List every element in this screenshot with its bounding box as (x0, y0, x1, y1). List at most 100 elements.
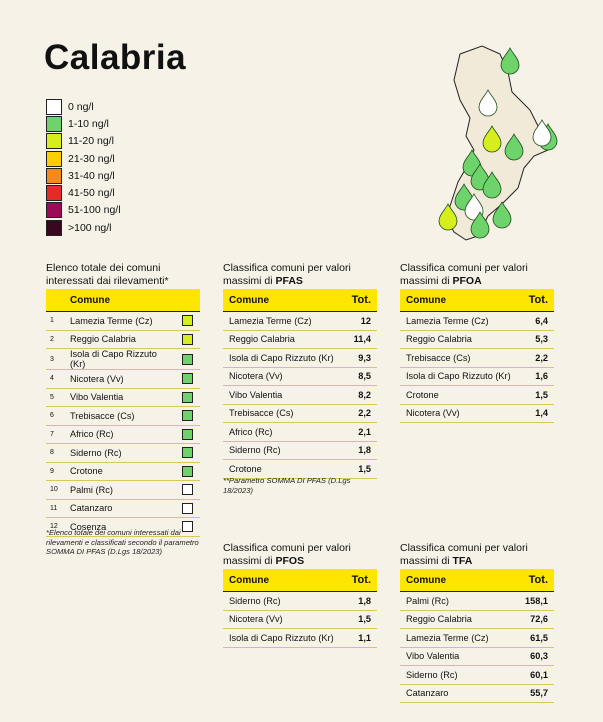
table-row: Reggio Calabria 5,3 (400, 330, 554, 349)
municipality-name: Isola di Capo Rizzuto (Kr) (223, 628, 345, 648)
municipality-name: Palmi (Rc) (400, 591, 513, 611)
table-row: Trebisacce (Cs) 2,2 (223, 404, 377, 423)
legend-label: 0 ng/l (68, 100, 94, 113)
level-swatch (182, 484, 193, 496)
table-row: Siderno (Rc) 1,8 (223, 591, 377, 611)
row-index: 8 (46, 443, 64, 463)
table-row: 2 Reggio Calabria (46, 330, 200, 349)
municipality-name: Africo (Rc) (64, 425, 178, 444)
level-swatch (182, 353, 193, 365)
total-value: 60,3 (512, 647, 554, 666)
column-header: Tot. (521, 289, 554, 312)
level-swatch (182, 333, 193, 345)
municipality-name: Catanzaro (64, 499, 178, 518)
row-index: 12 (46, 517, 64, 537)
legend-swatch (46, 219, 62, 236)
municipality-name: Isola di Capo Rizzuto (Kr) (400, 367, 522, 386)
municipality-name: Trebisacce (Cs) (400, 348, 522, 368)
total-value: 60,1 (512, 665, 554, 685)
table-row: 10 Palmi (Rc) (46, 480, 200, 500)
table-row: Isola di Capo Rizzuto (Kr) 9,3 (223, 348, 377, 368)
total-value: 12 (344, 311, 377, 331)
table-row: Crotone 1,5 (400, 385, 554, 405)
level-swatch (182, 428, 193, 440)
table-row: 9 Crotone (46, 462, 200, 481)
legend-item: 31-40 ng/l (46, 167, 121, 184)
municipality-name: Lamezia Terme (Cz) (64, 311, 178, 331)
municipality-name: Catanzaro (400, 684, 513, 703)
total-value: 2,1 (344, 422, 377, 442)
total-value: 9,3 (344, 348, 377, 368)
total-value: 8,5 (344, 367, 377, 386)
legend-item: >100 ng/l (46, 219, 121, 236)
table-row: Catanzaro 55,7 (400, 684, 554, 703)
legend-label: 41-50 ng/l (68, 187, 115, 200)
municipality-name: Siderno (Rc) (64, 443, 178, 463)
municipality-name: Nicotera (Vv) (223, 610, 345, 629)
table-row: Lamezia Terme (Cz) 6,4 (400, 311, 554, 331)
row-index: 3 (46, 348, 64, 370)
water-drop-marker (492, 201, 512, 229)
level-swatch (182, 315, 193, 327)
level-swatch (182, 373, 193, 385)
page-title: Calabria (44, 38, 187, 77)
legend-swatch (46, 133, 62, 150)
legend-label: 11-20 ng/l (68, 135, 114, 148)
municipality-name: Lamezia Terme (Cz) (223, 311, 345, 331)
water-drop-marker (504, 133, 524, 161)
total-value: 158,1 (512, 591, 554, 611)
row-index: 11 (46, 499, 64, 518)
water-drop-marker (500, 47, 520, 75)
total-value: 2,2 (521, 348, 554, 368)
water-drop-marker (482, 125, 502, 153)
table-row: Nicotera (Vv) 8,5 (223, 367, 377, 386)
tfa-table: Comune Tot. Palmi (Rc) 158,1 Reggio Calabri… (400, 569, 554, 703)
pfos-table: Comune Tot. Siderno (Rc) 1,8 Nicotera (Vv) 1… (223, 569, 377, 648)
level-swatch (182, 465, 193, 477)
municipality-name: Vibo Valentia (223, 385, 345, 405)
legend-label: >100 ng/l (68, 221, 112, 234)
column-header: Comune (223, 289, 345, 312)
municipality-list-table: Comune 1 Lamezia Terme (Cz) 2 Reggio Calabr… (46, 289, 200, 537)
total-value: 1,5 (521, 385, 554, 405)
total-value: 8,2 (344, 385, 377, 405)
table-row: 6 Trebisacce (Cs) (46, 406, 200, 426)
level-swatch (182, 391, 193, 403)
color-legend: 0 ng/l 1-10 ng/l 11-20 ng/l 21-30 ng/l 31-40… (46, 98, 121, 236)
total-value: 55,7 (512, 684, 554, 703)
legend-swatch (46, 98, 62, 115)
legend-label: 31-40 ng/l (68, 169, 115, 182)
level-swatch (182, 521, 193, 533)
total-value: 1,5 (344, 610, 377, 629)
table-row: Vibo Valentia 60,3 (400, 647, 554, 666)
table-row: Lamezia Terme (Cz) 61,5 (400, 628, 554, 648)
total-value: 1,4 (521, 404, 554, 423)
table-row: Reggio Calabria 72,6 (400, 610, 554, 629)
pfas-table: Comune Tot. Lamezia Terme (Cz) 12 Reggio Ca… (223, 289, 377, 479)
table-row: Reggio Calabria 11,4 (223, 330, 377, 349)
table-row: Trebisacce (Cs) 2,2 (400, 348, 554, 368)
table-row: 11 Catanzaro (46, 499, 200, 518)
table-row: 5 Vibo Valentia (46, 388, 200, 407)
table-row: Siderno (Rc) 1,8 (223, 441, 377, 460)
legend-item: 51-100 ng/l (46, 202, 121, 219)
legend-item: 11-20 ng/l (46, 133, 121, 150)
municipality-name: Reggio Calabria (223, 330, 345, 349)
row-index: 5 (46, 388, 64, 407)
municipality-name: Siderno (Rc) (223, 441, 345, 460)
legend-item: 21-30 ng/l (46, 150, 121, 167)
municipality-name: Siderno (Rc) (223, 591, 345, 611)
table-row: Crotone 1,5 (223, 459, 377, 479)
water-drop-marker (482, 171, 502, 199)
municipality-name: Crotone (64, 462, 178, 481)
column-header: Comune (400, 569, 513, 592)
municipality-name: Lamezia Terme (Cz) (400, 311, 522, 331)
pfos-title: Classifica comuni per valori massimi di … (223, 542, 351, 567)
total-value: 11,4 (344, 330, 377, 349)
legend-label: 51-100 ng/l (68, 204, 121, 217)
column-header: Tot. (512, 569, 554, 592)
legend-label: 21-30 ng/l (68, 152, 115, 165)
row-index: 7 (46, 425, 64, 444)
table-row: Africo (Rc) 2,1 (223, 422, 377, 442)
municipality-name: Reggio Calabria (64, 330, 178, 349)
